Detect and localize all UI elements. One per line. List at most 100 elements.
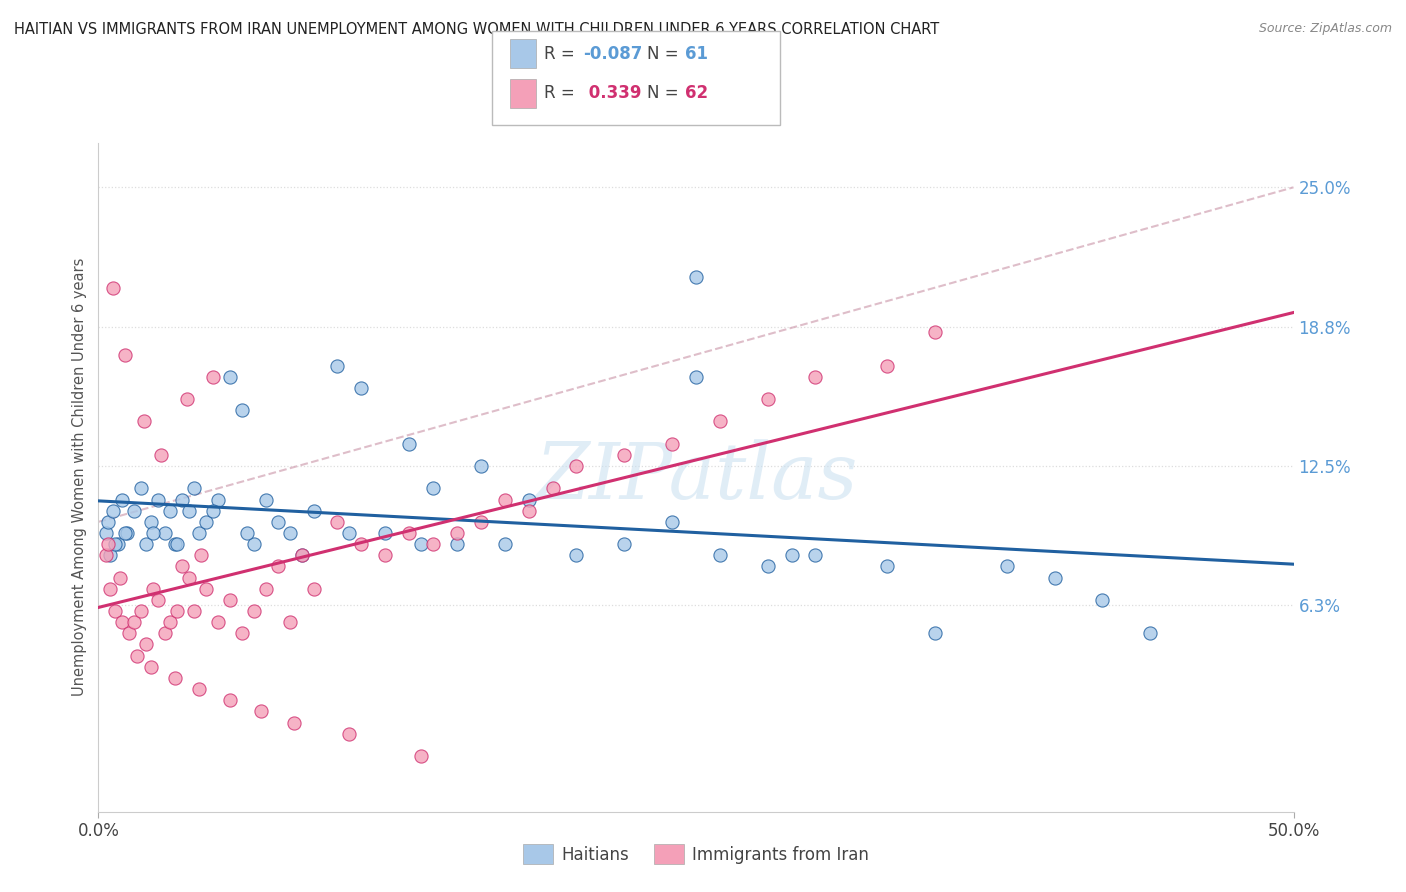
Point [97,515,120,529]
Point [565,458,588,473]
Point [302,582,325,596]
Point [374,548,396,563]
Point [709,414,731,428]
Point [804,548,827,563]
Point [924,626,946,640]
Point [517,503,540,517]
Text: R =: R = [544,85,581,103]
Point [995,559,1018,574]
Y-axis label: Unemployment Among Women with Children Under 6 years: Unemployment Among Women with Children U… [72,258,87,697]
Text: 61: 61 [685,45,707,62]
Point [470,458,492,473]
Point [124,503,146,517]
Point [1139,626,1161,640]
Point [254,582,277,596]
Point [242,537,264,551]
Point [278,615,301,630]
Text: HAITIAN VS IMMIGRANTS FROM IRAN UNEMPLOYMENT AMONG WOMEN WITH CHILDREN UNDER 6 Y: HAITIAN VS IMMIGRANTS FROM IRAN UNEMPLOY… [14,22,939,37]
Point [254,492,277,507]
Point [108,571,131,585]
Point [202,369,225,384]
Point [125,648,148,663]
Point [517,492,540,507]
Text: Source: ZipAtlas.com: Source: ZipAtlas.com [1258,22,1392,36]
Point [183,482,205,496]
Point [283,715,305,730]
Point [149,448,172,462]
Point [219,693,242,707]
Point [422,482,444,496]
Point [155,626,177,640]
Point [176,392,198,407]
Text: 0.339: 0.339 [583,85,643,103]
Point [231,403,253,417]
Point [187,526,209,541]
Text: R =: R = [544,45,581,62]
Point [374,526,396,541]
Point [709,548,731,563]
Point [132,414,155,428]
Point [98,548,122,563]
Point [302,503,325,517]
Point [326,359,349,373]
Point [104,537,127,551]
Point [114,347,136,362]
Point [98,582,122,596]
Point [290,548,312,563]
Point [131,604,153,618]
Point [179,571,201,585]
Point [131,482,153,496]
Point [163,671,186,685]
Point [94,526,117,541]
Point [541,482,564,496]
Text: 62: 62 [685,85,707,103]
Point [111,492,134,507]
Point [876,359,898,373]
Point [139,660,162,674]
Point [326,515,349,529]
Point [661,436,683,450]
Point [235,526,257,541]
Point [350,537,373,551]
Point [613,537,636,551]
Point [101,503,124,517]
Point [398,436,420,450]
Point [166,537,188,551]
Point [135,537,157,551]
Point [183,604,205,618]
Point [924,325,946,339]
Point [107,537,129,551]
Text: -0.087: -0.087 [583,45,643,62]
Point [446,526,468,541]
Point [207,615,229,630]
Point [780,548,803,563]
Point [685,269,707,284]
Point [398,526,420,541]
Point [97,537,120,551]
Point [350,381,373,395]
Point [94,548,117,563]
Point [190,548,212,563]
Point [124,615,146,630]
Point [148,492,170,507]
Point [207,492,229,507]
Point [267,559,290,574]
Point [446,537,468,551]
Point [142,526,165,541]
Point [148,592,170,607]
Point [411,537,433,551]
Point [172,492,194,507]
Point [111,615,134,630]
Point [1091,592,1114,607]
Point [804,369,827,384]
Point [494,492,516,507]
Point [494,537,516,551]
Point [155,526,177,541]
Point [219,369,242,384]
Point [142,582,165,596]
Point [756,559,779,574]
Legend: Haitians, Immigrants from Iran: Haitians, Immigrants from Iran [516,838,876,871]
Point [756,392,779,407]
Point [159,503,181,517]
Point [179,503,201,517]
